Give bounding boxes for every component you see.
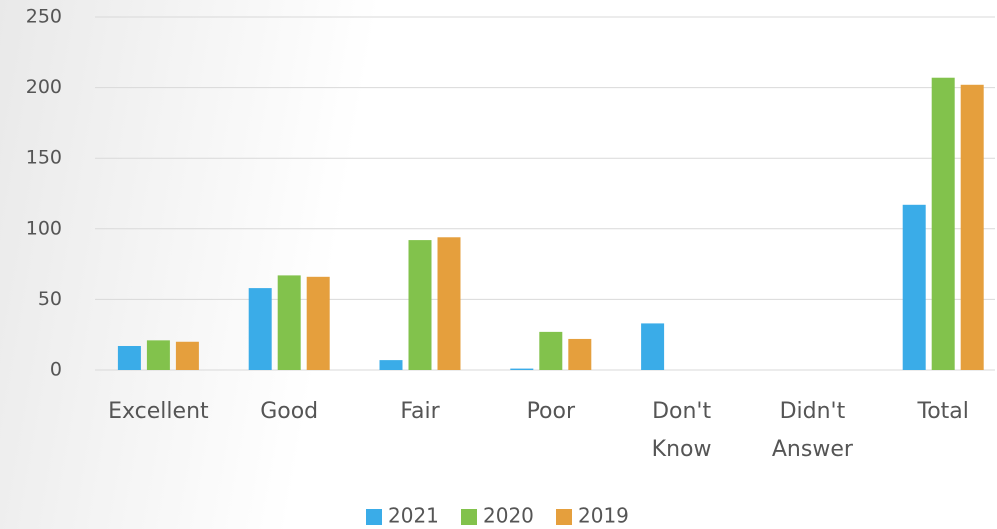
bar: [408, 240, 432, 370]
legend-label: 2020: [483, 504, 534, 528]
bar: [277, 275, 301, 370]
legend-swatch: [461, 509, 477, 525]
bar: [248, 288, 272, 370]
bar: [379, 360, 403, 370]
bar: [437, 237, 461, 370]
y-tick-label: 250: [26, 6, 62, 28]
bar: [117, 345, 141, 370]
bar: [960, 84, 984, 370]
bar: [539, 331, 563, 370]
bar: [175, 341, 199, 370]
legend-label: 2019: [578, 504, 629, 528]
x-tick-label: Total: [917, 399, 969, 424]
x-tick-label: Good: [260, 399, 318, 424]
x-tick-label: Poor: [527, 399, 576, 424]
y-tick-label: 0: [50, 359, 62, 381]
legend-swatch: [366, 509, 382, 525]
y-tick-label: 200: [26, 76, 62, 98]
bar: [568, 338, 592, 370]
legend-label: 2021: [388, 504, 439, 528]
bar: [146, 340, 170, 370]
bar: [510, 368, 534, 370]
x-tick-label: Don't Know: [652, 399, 712, 462]
x-tick-label: Didn't Answer: [772, 399, 854, 462]
x-tick-label: Excellent: [108, 399, 209, 424]
bar: [641, 323, 665, 370]
legend-swatch: [556, 509, 572, 525]
y-tick-label: 50: [38, 288, 62, 310]
y-tick-label: 100: [26, 217, 62, 239]
x-tick-label: Fair: [400, 399, 440, 424]
y-tick-label: 150: [26, 147, 62, 169]
bar: [931, 77, 955, 370]
bar: [902, 204, 926, 370]
bar: [306, 276, 330, 370]
